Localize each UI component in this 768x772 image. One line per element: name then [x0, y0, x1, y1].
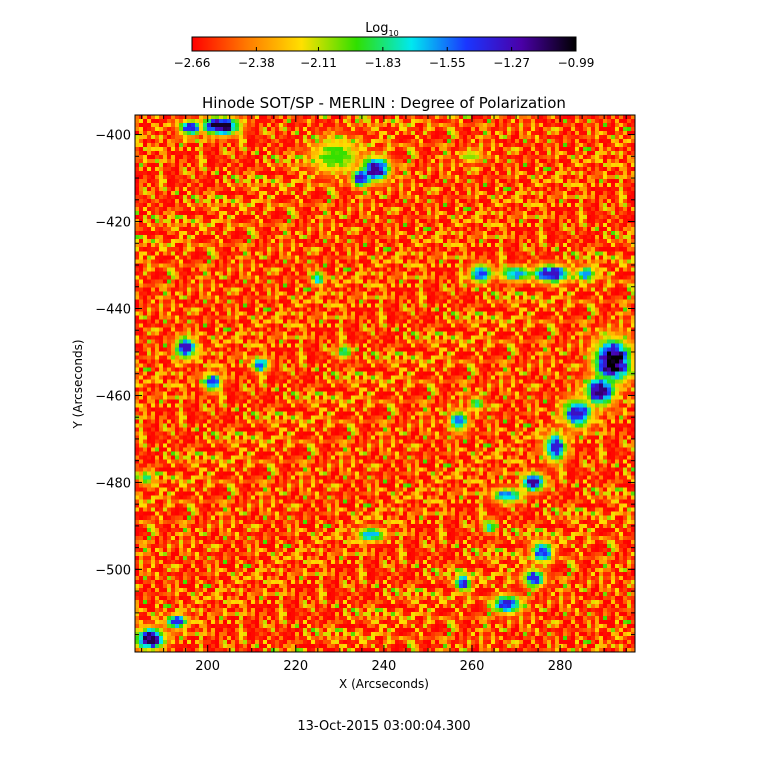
colorbar-tick-label: −0.99: [558, 56, 595, 70]
x-tick-label: 240: [371, 659, 396, 674]
colorbar-tick-label: −1.83: [364, 56, 401, 70]
y-tick-label: −460: [95, 389, 131, 404]
colorbar-ticks: −2.66 −2.38 −2.11 −1.83 −1.55 −1.27 −0.99: [174, 47, 595, 70]
polarization-heatmap: [135, 115, 635, 652]
timestamp-footer: 13-Oct-2015 03:00:04.300: [297, 719, 470, 734]
plot-frame: [134, 114, 636, 653]
x-tick-label: 200: [195, 659, 220, 674]
chart-title: Hinode SOT/SP - MERLIN : Degree of Polar…: [202, 94, 566, 112]
y-tick-label: −440: [95, 302, 131, 317]
y-axis-label: Y (Arcseconds): [71, 339, 85, 429]
y-tick-label: −500: [95, 563, 131, 578]
colorbar-tick-label: −1.27: [493, 56, 530, 70]
y-tick-label: −400: [95, 129, 131, 144]
colorbar-gradient: [191, 36, 577, 52]
colorbar-tick-label: −2.66: [174, 56, 211, 70]
x-tick-label: 260: [460, 659, 485, 674]
x-axis: 200 220 240 260 280: [141, 115, 627, 674]
y-tick-label: −480: [95, 476, 131, 491]
y-axis: −400 −420 −440 −460 −480 −500: [95, 129, 635, 636]
x-tick-label: 220: [283, 659, 308, 674]
colorbar: Log10 −2.66 −2.38 −2.11 −1.83 −1.55 −1.27 −0.9…: [174, 21, 595, 70]
x-axis-label: X (Arcseconds): [339, 677, 429, 691]
colorbar-tick-label: −2.38: [238, 56, 275, 70]
y-tick-label: −420: [95, 216, 131, 231]
x-tick-label: 280: [548, 659, 573, 674]
colorbar-tick-label: −2.11: [300, 56, 337, 70]
colorbar-label: Log10: [365, 21, 398, 38]
colorbar-tick-label: −1.55: [429, 56, 466, 70]
